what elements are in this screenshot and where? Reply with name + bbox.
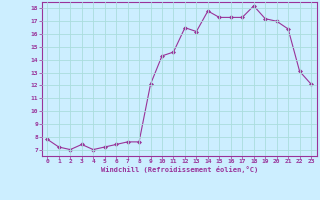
- X-axis label: Windchill (Refroidissement éolien,°C): Windchill (Refroidissement éolien,°C): [100, 166, 258, 173]
